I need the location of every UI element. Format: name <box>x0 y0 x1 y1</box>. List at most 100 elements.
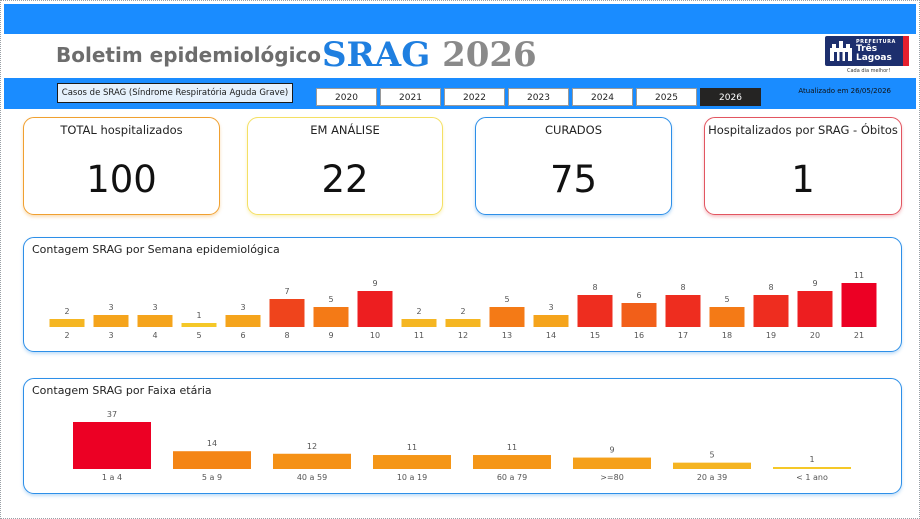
chart-title-faixa-etaria: Contagem SRAG por Faixa etária <box>32 384 212 397</box>
year-button-2024[interactable]: 2024 <box>572 88 633 106</box>
semana-data-label: 3 <box>548 303 553 312</box>
semana-data-label: 8 <box>768 283 773 292</box>
updated-date: Atualizado em 26/05/2026 <box>798 87 891 95</box>
year-button-2026[interactable]: 2026 <box>700 88 761 106</box>
semana-data-label: 9 <box>812 279 817 288</box>
filter-bar: Casos de SRAG (Síndrome Respiratória Agu… <box>4 78 916 109</box>
chart-title-semana: Contagem SRAG por Semana epidemiológica <box>32 243 280 256</box>
semana-data-label: 5 <box>504 295 509 304</box>
year-button-2025[interactable]: 2025 <box>636 88 697 106</box>
kpi-curados-value: 75 <box>549 158 598 201</box>
semana-bar-6[interactable] <box>225 315 261 327</box>
year-button-2023[interactable]: 2023 <box>508 88 569 106</box>
semana-category-label: 14 <box>546 331 556 340</box>
semana-category-label: 19 <box>766 331 776 340</box>
semana-data-label: 1 <box>196 311 201 320</box>
semana-bar-2[interactable] <box>49 319 85 327</box>
subtitle-box: Casos de SRAG (Síndrome Respiratória Agu… <box>57 83 293 103</box>
bar-chart-faixa-etaria: 37 1 a 4 14 5 a 9 12 40 a 59 11 10 a 19 11 60 a 7… <box>73 410 851 482</box>
chart-panel-faixa-etaria: Contagem SRAG por Faixa etária 37 1 a 4 14… <box>23 378 902 494</box>
faixa-bar-20 a 39[interactable] <box>673 462 751 469</box>
faixa-data-label: 11 <box>407 443 417 452</box>
semana-bar-21[interactable] <box>841 283 877 327</box>
semana-data-label: 5 <box>328 295 333 304</box>
logo-city-name: Três Lagoas <box>856 45 896 63</box>
faixa-bar-1 a 4[interactable] <box>73 422 151 469</box>
semana-bar-14[interactable] <box>533 315 569 327</box>
srag-title: SRAG 2026 <box>322 35 537 75</box>
semana-bar-10[interactable] <box>357 291 393 327</box>
semana-data-label: 2 <box>64 307 69 316</box>
faixa-bar-60 a 79[interactable] <box>473 455 551 469</box>
year-button-2021[interactable]: 2021 <box>380 88 441 106</box>
semana-category-label: 13 <box>502 331 512 340</box>
top-bar <box>4 4 916 34</box>
semana-category-label: 3 <box>108 331 113 340</box>
semana-bar-20[interactable] <box>797 291 833 327</box>
logo-box: PREFEITURA Três Lagoas <box>825 36 909 66</box>
faixa-bar-5 a 9[interactable] <box>173 451 251 469</box>
semana-category-label: 2 <box>64 331 69 340</box>
semana-bar-15[interactable] <box>577 295 613 327</box>
kpi-analise-label: EM ANÁLISE <box>310 123 380 137</box>
semana-bar-18[interactable] <box>709 307 745 327</box>
faixa-category-label: 5 a 9 <box>202 473 222 482</box>
faixa-data-label: 9 <box>609 446 614 455</box>
semana-bar-11[interactable] <box>401 319 437 327</box>
semana-bar-19[interactable] <box>753 295 789 327</box>
faixa-data-label: 5 <box>709 451 714 460</box>
kpi-card-obitos: Hospitalizados por SRAG - Óbitos 1 <box>704 117 902 215</box>
faixa-category-label: 60 a 79 <box>497 473 527 482</box>
semana-category-label: 16 <box>634 331 644 340</box>
semana-bar-3[interactable] <box>93 315 129 327</box>
faixa-category-label: 1 a 4 <box>102 473 122 482</box>
logo-city-line2: Lagoas <box>856 53 892 63</box>
semana-bar-13[interactable] <box>489 307 525 327</box>
kpi-total-value: 100 <box>86 158 157 201</box>
faixa-bar-10 a 19[interactable] <box>373 455 451 469</box>
prefeitura-logo: PREFEITURA Três Lagoas Cada dia melhor! <box>825 36 909 76</box>
bar-chart-semana: 2233341536785991021121251331481561681751… <box>49 271 877 340</box>
semana-data-label: 7 <box>284 287 289 296</box>
faixa-bar-40 a 59[interactable] <box>273 453 351 469</box>
kpi-analise-value: 22 <box>321 158 369 201</box>
semana-category-label: 18 <box>722 331 732 340</box>
faixa-data-label: 1 <box>809 455 814 464</box>
logo-prefeitura-text: PREFEITURA <box>856 39 896 45</box>
semana-category-label: 4 <box>152 331 157 340</box>
logo-red-stripe <box>903 36 909 66</box>
semana-category-label: 9 <box>328 331 333 340</box>
semana-bar-16[interactable] <box>621 303 657 327</box>
semana-category-label: 15 <box>590 331 600 340</box>
kpi-card-total: TOTAL hospitalizados 100 <box>23 117 220 215</box>
kpi-card-em-analise: EM ANÁLISE 22 <box>247 117 443 215</box>
semana-bar-12[interactable] <box>445 319 481 327</box>
faixa-bar->=80[interactable] <box>573 457 651 469</box>
semana-category-label: 17 <box>678 331 688 340</box>
year-button-2020[interactable]: 2020 <box>316 88 377 106</box>
chart-panel-semana: Contagem SRAG por Semana epidemiológica … <box>23 237 902 352</box>
faixa-data-label: 14 <box>207 439 217 448</box>
semana-category-label: 8 <box>284 331 289 340</box>
semana-bar-8[interactable] <box>269 299 305 327</box>
logo-city-line1: Três <box>856 44 878 54</box>
header: Boletim epidemiológico SRAG 2026 PREFEIT… <box>4 34 916 78</box>
semana-category-label: 21 <box>854 331 864 340</box>
semana-category-label: 20 <box>810 331 820 340</box>
faixa-category-label: 20 a 39 <box>697 473 727 482</box>
year-button-2022[interactable]: 2022 <box>444 88 505 106</box>
srag-word: SRAG <box>322 35 431 75</box>
semana-bar-17[interactable] <box>665 295 701 327</box>
semana-data-label: 8 <box>592 283 597 292</box>
semana-category-label: 11 <box>414 331 424 340</box>
faixa-bar-< 1 ano[interactable] <box>773 467 851 469</box>
city-emblem-icon <box>830 41 852 61</box>
semana-data-label: 3 <box>240 303 245 312</box>
semana-bar-4[interactable] <box>137 315 173 327</box>
faixa-category-label: >=80 <box>600 473 624 482</box>
semana-bar-5[interactable] <box>181 323 217 327</box>
faixa-category-label: < 1 ano <box>796 473 828 482</box>
semana-data-label: 5 <box>724 295 729 304</box>
semana-bar-9[interactable] <box>313 307 349 327</box>
faixa-data-label: 11 <box>507 443 517 452</box>
